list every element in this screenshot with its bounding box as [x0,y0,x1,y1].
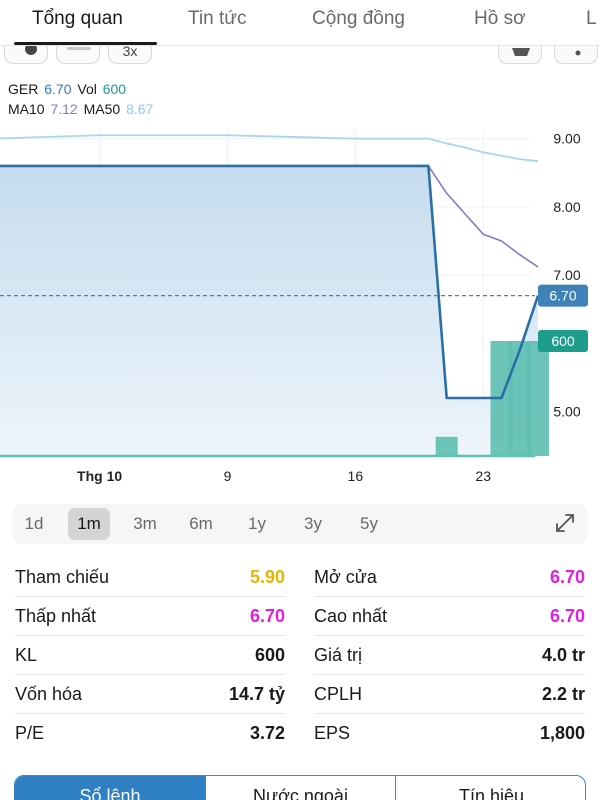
period-3m[interactable]: 3m [133,514,157,533]
tab-foreign[interactable]: Nước ngoài [205,776,395,800]
indicator-button[interactable] [56,46,100,64]
volume-bar [527,341,549,456]
row-divider [314,596,585,597]
stat-row: Tham chiếu 5.90 Mở cửa 6.70 [0,558,600,597]
ma10-label: MA10 [8,101,45,117]
volume-bar [435,436,458,456]
row-divider [314,674,585,675]
stat-label: EPS [314,723,351,743]
stat-label: KL [15,645,38,665]
period-6m[interactable]: 6m [189,514,213,533]
y-tick-label: 8.00 [553,199,580,215]
current-volume-tag [538,330,588,352]
stat-value: 2.2 tr [541,684,585,704]
more-icon [575,50,581,56]
ticker-label: GER [8,81,39,97]
row-divider [314,713,585,714]
stat-row: Thấp nhất 6.70 Cao nhất 6.70 [0,597,600,636]
ma50-label: MA50 [83,101,121,117]
stat-value: 14.7 tỷ [228,684,285,704]
expand-icon[interactable] [554,512,576,534]
bottom-segmented-tabs: Sổ lệnh Nước ngoài Tín hiệu [14,775,586,800]
row-divider [15,674,285,675]
stat-value: 5.90 [249,567,285,587]
volume-bar [508,341,531,456]
y-tick-label: 5.00 [553,404,580,420]
period-selector: 1d 1m 3m 6m 1y 3y 5y [12,504,588,544]
interval-label: 3x [122,43,138,59]
current-price-label: 6.70 [549,288,576,304]
legend-row-price: GER 6.70 Vol 600 [8,81,128,97]
ma10-line [427,165,539,268]
ma10-value: 7.12 [50,101,78,117]
period-3y[interactable]: 3y [304,514,322,533]
stat-label: Vốn hóa [15,684,83,704]
row-divider [15,596,285,597]
interval-button[interactable]: 3x [108,43,152,64]
current-volume-label: 600 [551,333,575,349]
bar-icon [67,47,91,50]
dot-icon [25,43,37,55]
stat-row: Vốn hóa 14.7 tỷ CPLH 2.2 tr [0,675,600,714]
stat-label: Cao nhất [314,606,388,626]
stat-label: Giá trị [314,645,363,665]
stat-value: 6.70 [249,606,285,626]
current-price-tag [538,284,588,307]
tab-news[interactable]: Tin tức [188,8,247,29]
period-1y[interactable]: 1y [248,514,266,533]
stat-value: 6.70 [549,606,585,626]
x-tick-label: 23 [475,468,491,484]
period-1m[interactable]: 1m [68,508,110,540]
ma50-value: 8.67 [126,101,154,117]
tab-profile[interactable]: Hồ sơ [474,8,526,29]
price-value: 6.70 [44,81,72,97]
stat-label: Mở cửa [314,567,377,587]
y-tick-label: 7.00 [553,267,580,283]
vol-value: 600 [102,81,127,97]
ma50-line [0,134,539,163]
basket-button[interactable] [498,46,542,64]
row-divider [15,635,285,636]
stat-value: 6.70 [549,567,585,587]
y-tick-label: 9.00 [553,131,580,147]
period-1d[interactable]: 1d [24,514,44,533]
x-tick-label: 9 [224,468,232,484]
price-chart[interactable]: 6.70 600 9.00 8.00 7.00 5.00 Thg 10 9 16 23 [0,110,600,495]
price-line [0,164,540,400]
stat-value: 1,800 [539,723,585,743]
row-divider [15,713,285,714]
stat-label: CPLH [314,684,363,704]
tab-order-book[interactable]: Sổ lệnh [15,776,205,800]
x-tick-label: 16 [348,468,364,484]
stat-label: P/E [15,723,45,743]
stat-label: Tham chiếu [15,567,110,587]
chart-type-button[interactable] [4,43,48,64]
stat-row: P/E 3.72 EPS 1,800 [0,714,600,753]
tab-community[interactable]: Cộng đồng [312,8,405,29]
tab-more[interactable]: L [586,8,597,29]
legend-row-ma: MA10 7.12 MA50 8.67 [8,101,155,117]
stat-row: KL 600 Giá trị 4.0 tr [0,636,600,675]
more-options-button[interactable] [554,46,598,64]
top-tabs: Tổng quan Tin tức Cộng đồng Hồ sơ L [0,0,600,46]
price-area [0,165,538,456]
basket-icon [512,48,530,56]
stat-value: 600 [254,645,285,665]
stat-value: 3.72 [249,723,285,743]
period-5y[interactable]: 5y [360,514,378,533]
row-divider [314,635,585,636]
tab-overview[interactable]: Tổng quan [32,8,123,29]
x-tick-label: Thg 10 [77,468,122,484]
stat-label: Thấp nhất [15,606,97,626]
vol-label: Vol [77,81,97,97]
tab-signals[interactable]: Tín hiệu [395,776,585,800]
stat-value: 4.0 tr [541,645,585,665]
active-tab-indicator [14,42,157,45]
